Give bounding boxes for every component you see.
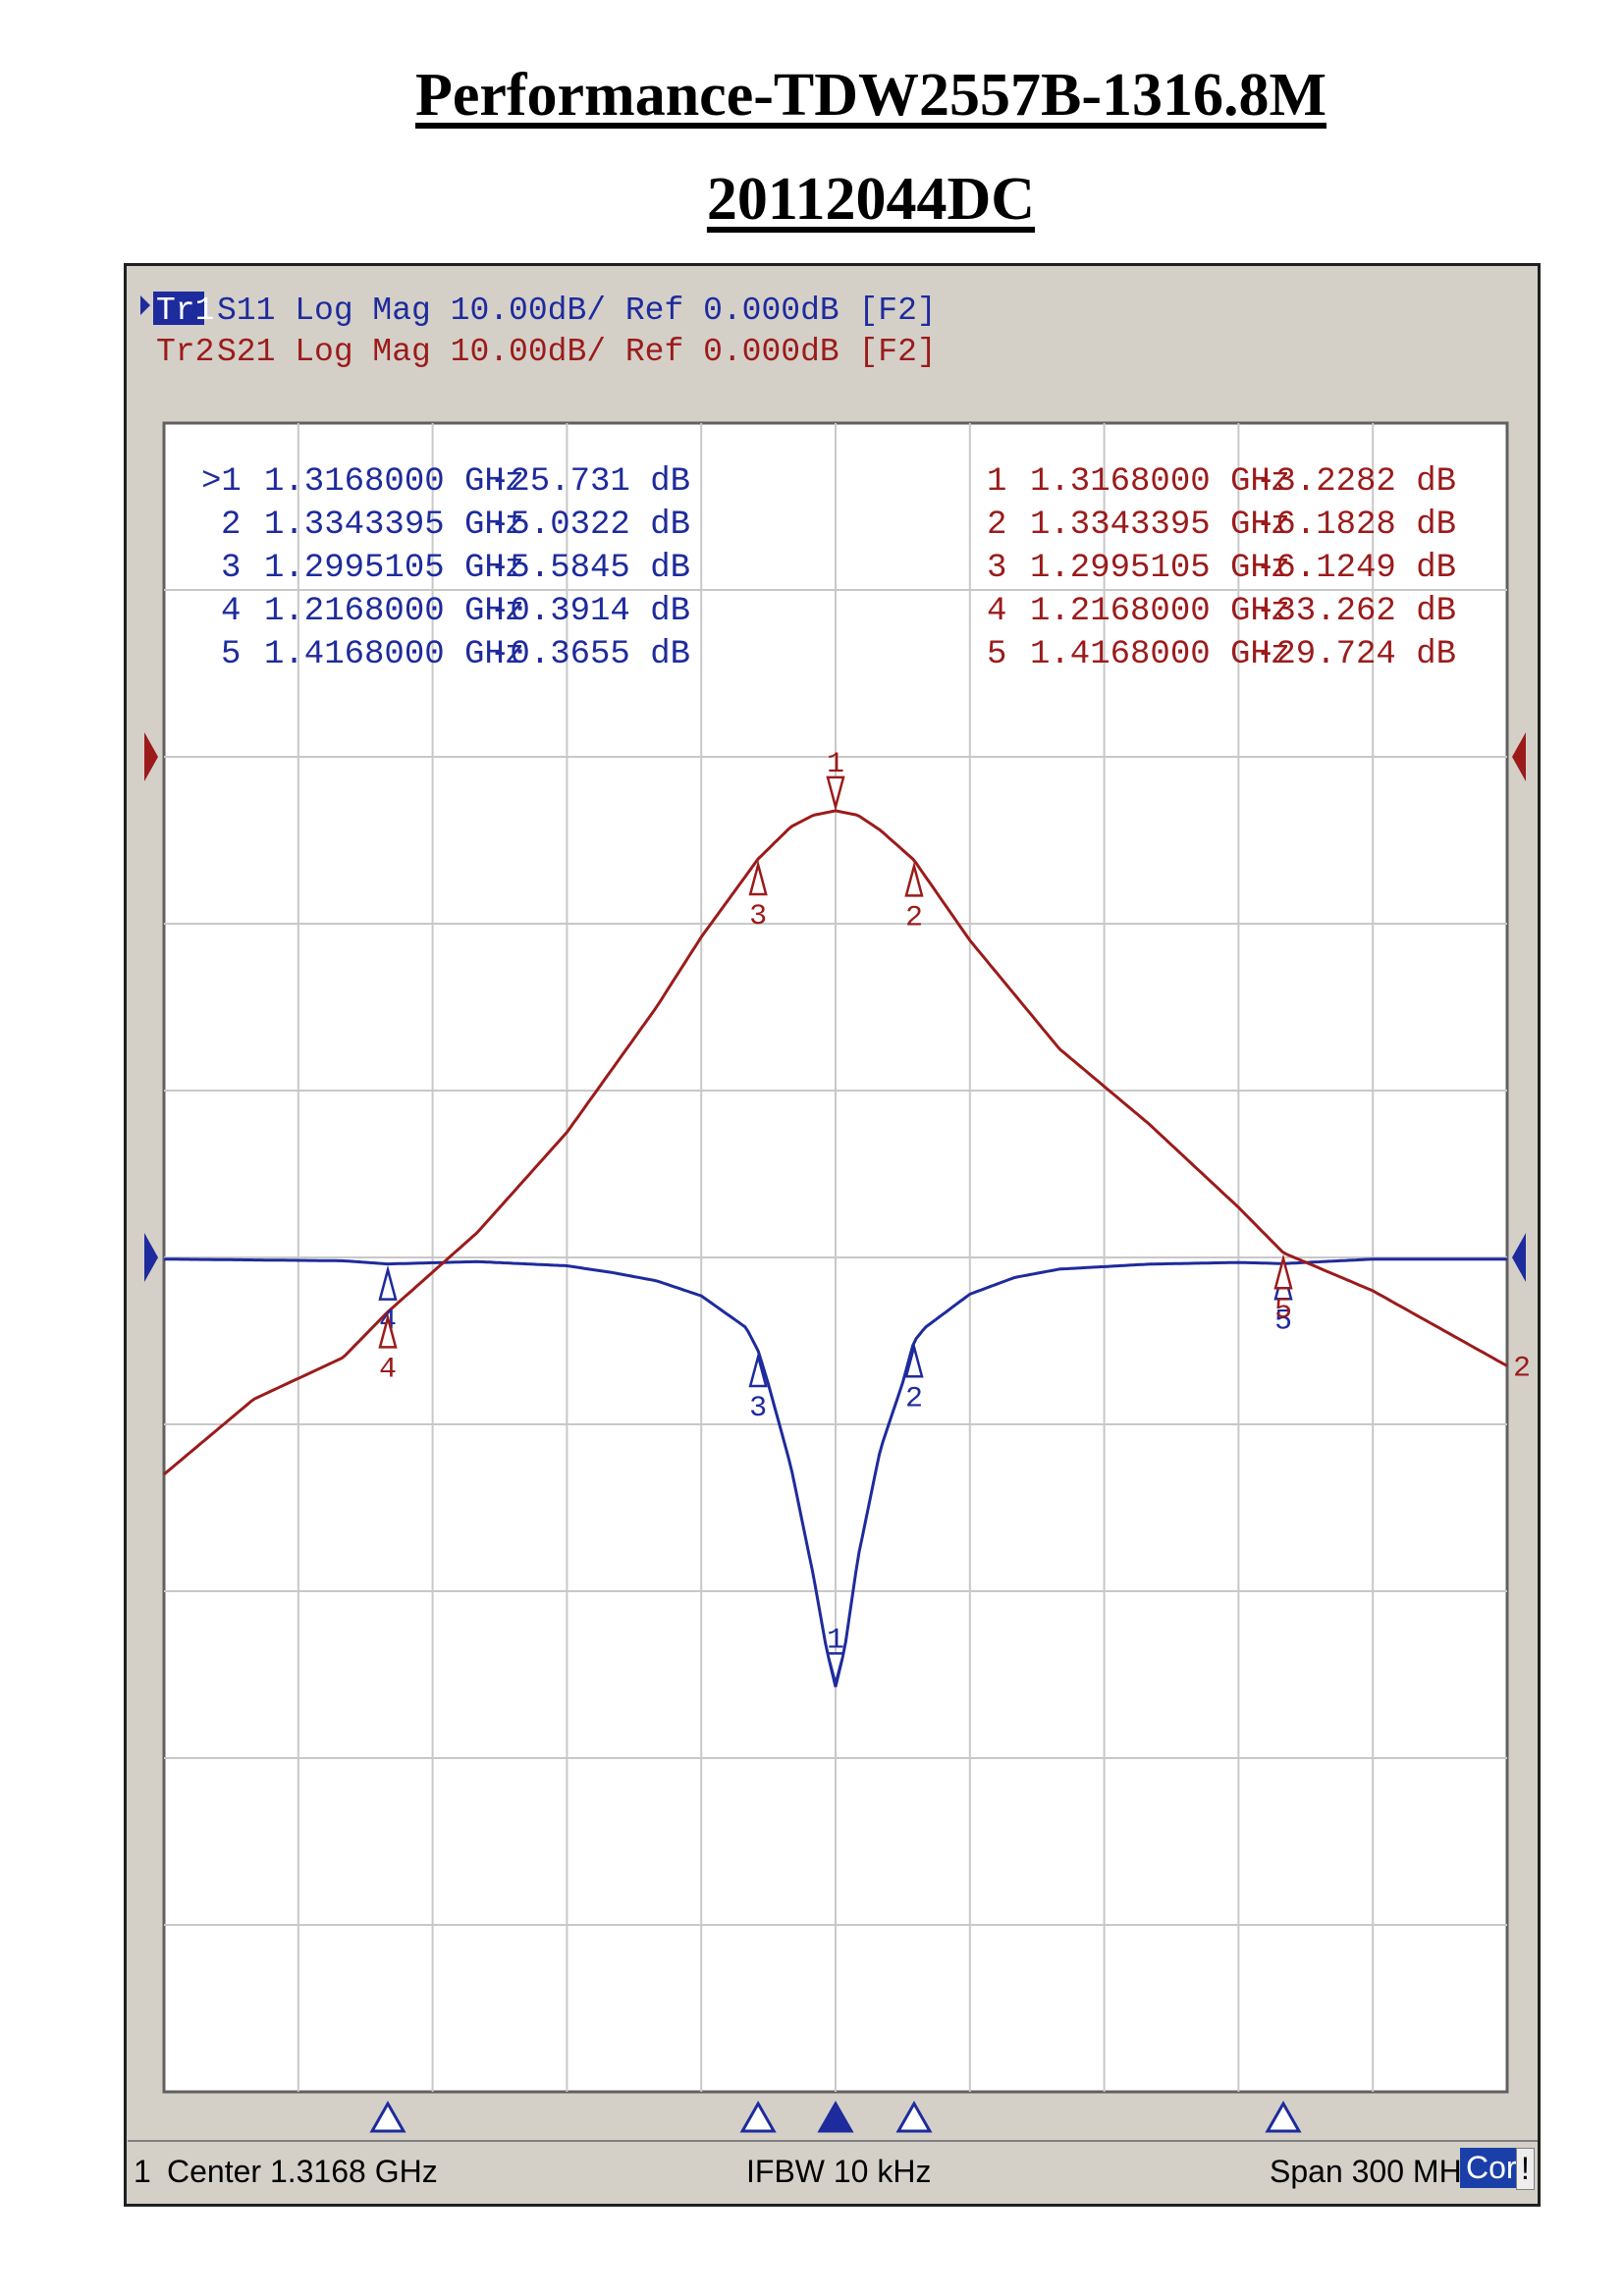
s21-marker-freq: 1.3343395 GHz	[1030, 507, 1290, 544]
bottom-marker-5-icon[interactable]	[1265, 2100, 1302, 2133]
active-trace-arrow-icon	[140, 295, 150, 315]
s11-marker-freq: 1.2168000 GHz	[264, 593, 524, 630]
marker-s11-2-icon[interactable]	[904, 1342, 924, 1378]
center-frequency[interactable]: Center 1.3168 GHz	[167, 2154, 438, 2189]
bottom-marker-3-icon[interactable]	[739, 2100, 777, 2133]
bottom-marker-4-icon[interactable]	[369, 2100, 406, 2133]
trace-1-label: S11 Log Mag 10.00dB/ Ref 0.000dB [F2]	[217, 293, 937, 329]
span[interactable]: Span 300 MHz	[1270, 2154, 1478, 2189]
s21-marker-value: -29.724 dB	[1256, 636, 1456, 673]
s11-marker-freq: 1.3343395 GHz	[264, 507, 524, 544]
s21-marker-id: 2	[987, 507, 1006, 544]
s11-marker-id: 3	[221, 550, 241, 587]
channel-number[interactable]: 1	[134, 2154, 151, 2189]
reference-arrows	[144, 732, 1526, 1282]
warning-indicator[interactable]: !	[1516, 2148, 1535, 2190]
s21-marker-freq: 1.2995105 GHz	[1030, 550, 1290, 587]
s11-marker-id: >1	[201, 463, 242, 501]
correction-badge[interactable]: Cor	[1460, 2148, 1523, 2188]
s11-marker-value: -0.3655 dB	[490, 636, 690, 673]
trace-1-badge[interactable]	[153, 292, 204, 325]
status-bar: 1 Center 1.3168 GHz IFBW 10 kHz Span 300…	[128, 2140, 1538, 2203]
s11-marker-id: 2	[221, 507, 241, 544]
s21-marker-freq: 1.3168000 GHz	[1030, 463, 1290, 501]
s11-marker-value: -25.731 dB	[490, 463, 690, 501]
s21-ref-right-icon[interactable]	[1512, 732, 1526, 781]
marker-s11-1-icon[interactable]	[826, 1652, 845, 1688]
s21-marker-value: -33.262 dB	[1256, 593, 1456, 630]
s11-ref-right-icon[interactable]	[1512, 1233, 1526, 1282]
grid	[164, 423, 1507, 2092]
s21-marker-value: -3.2282 dB	[1256, 463, 1456, 501]
trace-header[interactable]: Tr1 S11 Log Mag 10.00dB/ Ref 0.000dB [F2…	[140, 292, 937, 370]
marker-s21-2-icon[interactable]	[904, 861, 924, 897]
ifbw[interactable]: IFBW 10 kHz	[746, 2154, 932, 2189]
page-title: Performance-TDW2557B-1316.8M	[414, 62, 1327, 129]
trace-s21-end-label: 2	[1513, 1353, 1531, 1386]
s11-marker-value: -5.0322 dB	[490, 507, 690, 544]
analyzer-screen: Tr1 S11 Log Mag 10.00dB/ Ref 0.000dB [F2…	[124, 263, 1541, 2207]
s21-marker-id: 3	[987, 550, 1006, 587]
s21-marker-id: 1	[987, 463, 1006, 501]
s21-marker-value: -6.1249 dB	[1256, 550, 1456, 587]
marker-s11-1-label: 1	[827, 1624, 844, 1657]
s21-marker-id: 5	[987, 636, 1006, 673]
bottom-marker-1-icon[interactable]	[817, 2100, 854, 2133]
trace-2-id: Tr2	[156, 334, 214, 370]
markers: 1234512345	[378, 748, 1293, 1688]
marker-s11-3-label: 3	[749, 1392, 767, 1425]
marker-s21-2-label: 2	[905, 901, 923, 934]
s11-marker-freq: 1.3168000 GHz	[264, 463, 524, 501]
bottom-marker-strip	[369, 2100, 1302, 2133]
page-subtitle: 20112044DC	[706, 166, 1036, 233]
s21-ref-left-icon[interactable]	[144, 732, 158, 781]
marker-s21-3-label: 3	[749, 900, 767, 934]
marker-s21-3-icon[interactable]	[748, 860, 768, 896]
trace-1-id: Tr1	[156, 293, 214, 329]
s11-marker-value: -5.5845 dB	[490, 550, 690, 587]
marker-s21-4-icon[interactable]	[378, 1312, 398, 1349]
trace-2-label: S21 Log Mag 10.00dB/ Ref 0.000dB [F2]	[217, 334, 937, 370]
marker-s21-1-icon[interactable]	[826, 775, 845, 812]
marker-s11-4-icon[interactable]	[378, 1264, 398, 1301]
marker-s11-5-label: 5	[1274, 1305, 1292, 1338]
s21-marker-id: 4	[987, 593, 1006, 630]
marker-s11-3-icon[interactable]	[748, 1352, 768, 1388]
marker-s11-2-label: 2	[905, 1382, 923, 1415]
s11-ref-left-icon[interactable]	[144, 1233, 158, 1282]
marker-s21-1-label: 1	[827, 748, 844, 781]
s21-marker-freq: 1.4168000 GHz	[1030, 636, 1290, 673]
marker-s21-5-label: 5	[1274, 1294, 1292, 1327]
s21-marker-table: 1 1.3168000 GHz -3.2282 dB 2 1.3343395 G…	[987, 463, 1456, 673]
s21-marker-freq: 1.2168000 GHz	[1030, 593, 1290, 630]
s11-marker-value: -0.3914 dB	[490, 593, 690, 630]
marker-s21-5-icon[interactable]	[1273, 1254, 1293, 1290]
s11-marker-id: 5	[221, 636, 241, 673]
chart-svg: Tr1 S11 Log Mag 10.00dB/ Ref 0.000dB [F2…	[140, 292, 1531, 2133]
s11-marker-freq: 1.4168000 GHz	[264, 636, 524, 673]
s11-marker-id: 4	[221, 593, 241, 630]
s11-marker-table: >1 1.3168000 GHz -25.731 dB 2 1.3343395 …	[201, 463, 690, 673]
marker-s21-4-label: 4	[379, 1353, 397, 1386]
s21-marker-value: -6.1828 dB	[1256, 507, 1456, 544]
bottom-marker-2-icon[interactable]	[895, 2100, 933, 2133]
s11-marker-freq: 1.2995105 GHz	[264, 550, 524, 587]
